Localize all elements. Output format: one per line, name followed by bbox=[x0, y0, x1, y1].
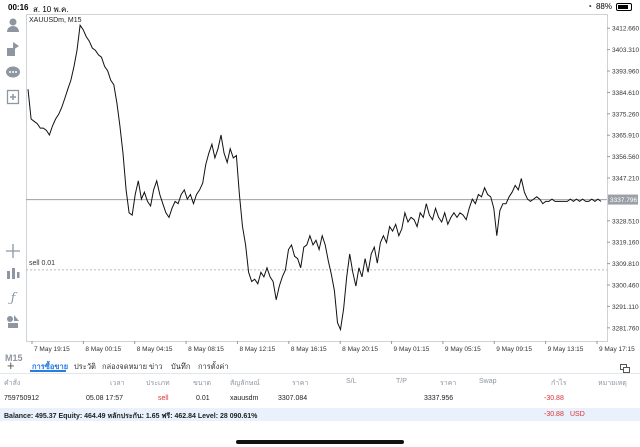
tab-journal[interactable]: บันทึก bbox=[171, 362, 191, 371]
col-order: คำสั่ง bbox=[4, 380, 21, 387]
battery-icon bbox=[616, 2, 632, 11]
orders-table-header: คำสั่ง เวลา ประเภท ขนาด สัญลักษณ์ ราคา S… bbox=[0, 376, 640, 388]
order-time: 05.08 17:57 bbox=[86, 395, 123, 402]
col-type: ประเภท bbox=[146, 380, 170, 387]
y-tick-label: 3412.660 bbox=[612, 26, 639, 33]
active-tab-indicator bbox=[30, 370, 66, 372]
tab-history[interactable]: ประวัติ bbox=[74, 362, 96, 371]
window-icon[interactable] bbox=[620, 360, 630, 373]
order-profit: -30.88 bbox=[544, 395, 564, 402]
crosshair-icon[interactable] bbox=[4, 242, 22, 260]
tab-inbox[interactable]: กล่องจดหมาย bbox=[102, 362, 148, 371]
x-tick-label: 8 May 12:15 bbox=[239, 346, 275, 353]
status-bar: 00:16 ส. 10 พ.ค. ◔ 88% bbox=[0, 0, 640, 14]
tab-trade[interactable]: การซื้อขาย bbox=[32, 362, 69, 371]
y-tick-label: 3300.460 bbox=[612, 283, 639, 290]
function-icon[interactable]: ƒ bbox=[10, 290, 16, 306]
timeframe-label[interactable]: M15 bbox=[5, 353, 23, 363]
x-tick-label: 7 May 19:15 bbox=[34, 346, 70, 353]
wifi-icon: ◔ bbox=[587, 2, 592, 11]
order-type: sell bbox=[158, 395, 169, 402]
col-symbol: สัญลักษณ์ bbox=[230, 380, 260, 387]
col-tp: T/P bbox=[396, 378, 407, 385]
current-price-box bbox=[608, 194, 638, 205]
plot-frame bbox=[26, 14, 608, 342]
x-tick-label: 8 May 04:15 bbox=[137, 346, 173, 353]
status-time: 00:16 bbox=[8, 3, 29, 12]
y-tick-label: 3403.310 bbox=[612, 47, 639, 54]
y-tick-label: 3328.510 bbox=[612, 218, 639, 225]
col-swap: Swap bbox=[479, 378, 497, 385]
order-row[interactable]: 759750912 05.08 17:57 sell 0.01 xauusdm … bbox=[0, 393, 640, 405]
col-time: เวลา bbox=[110, 380, 125, 387]
balance-profit: -30.88 bbox=[544, 411, 564, 418]
y-tick-label: 3365.910 bbox=[612, 133, 639, 140]
x-tick-label: 8 May 08:15 bbox=[188, 346, 224, 353]
col-profit: กำไร bbox=[551, 380, 567, 387]
add-page-icon[interactable] bbox=[4, 88, 22, 106]
x-tick-label: 9 May 09:15 bbox=[496, 346, 532, 353]
y-tick-label: 3319.160 bbox=[612, 240, 639, 247]
x-tick-label: 9 May 01:15 bbox=[394, 346, 430, 353]
status-date: ส. 10 พ.ค. bbox=[33, 5, 69, 14]
sell-line-label: sell 0.01 bbox=[29, 260, 56, 267]
current-price-label: 3337.796 bbox=[610, 197, 637, 204]
battery-percent: 88% bbox=[595, 2, 612, 11]
order-current-price: 3337.956 bbox=[424, 395, 454, 402]
y-tick-label: 3347.210 bbox=[612, 176, 639, 183]
price-series-line bbox=[27, 23, 602, 332]
tab-settings[interactable]: การตั้งค่า bbox=[198, 362, 229, 371]
objects-icon[interactable] bbox=[4, 312, 22, 330]
balance-currency: USD bbox=[570, 411, 585, 418]
col-comment: หมายเหตุ bbox=[598, 380, 627, 387]
x-tick-label: 8 May 20:15 bbox=[342, 346, 378, 353]
login-icon[interactable] bbox=[4, 40, 22, 58]
order-symbol: xauusdm bbox=[230, 395, 259, 402]
y-tick-label: 3356.560 bbox=[612, 154, 639, 161]
price-chart[interactable]: 3412.660 3403.310 3393.960 3384.610 3375.260… bbox=[26, 14, 640, 356]
col-current-price: ราคา bbox=[440, 380, 457, 387]
y-tick-label: 3393.960 bbox=[612, 69, 639, 76]
chart-svg: 3412.660 3403.310 3393.960 3384.610 3375.260… bbox=[26, 14, 639, 353]
x-tick-label: 8 May 00:15 bbox=[85, 346, 121, 353]
chart-symbol: XAUUSDm, M15 bbox=[29, 17, 82, 24]
order-volume: 0.01 bbox=[196, 395, 210, 402]
y-tick-label: 3281.760 bbox=[612, 325, 639, 332]
plus-icon[interactable]: + bbox=[7, 358, 15, 373]
order-price: 3307.084 bbox=[278, 395, 308, 402]
col-volume: ขนาด bbox=[193, 380, 212, 387]
bottom-tabbar: + การซื้อขาย ประวัติ กล่องจดหมาย ข่าว บั… bbox=[0, 357, 640, 374]
tab-news[interactable]: ข่าว bbox=[149, 362, 163, 371]
indicators-icon[interactable] bbox=[4, 265, 22, 283]
order-id: 759750912 bbox=[4, 395, 40, 402]
y-tick-label: 3384.610 bbox=[612, 90, 639, 97]
y-tick-label: 3375.260 bbox=[612, 111, 639, 118]
y-tick-label: 3309.810 bbox=[612, 261, 639, 268]
x-tick-label: 9 May 05:15 bbox=[445, 346, 481, 353]
x-tick-label: 9 May 13:15 bbox=[548, 346, 584, 353]
balance-summary: Balance: 495.37 Equity: 464.49 หลักประกั… bbox=[4, 413, 258, 420]
x-tick-label: 9 May 17:15 bbox=[599, 346, 635, 353]
status-right: ◔ 88% bbox=[587, 2, 632, 11]
chat-icon[interactable] bbox=[4, 64, 22, 82]
balance-bar: Balance: 495.37 Equity: 464.49 หลักประกั… bbox=[0, 408, 640, 421]
user-icon[interactable] bbox=[4, 16, 22, 34]
left-toolbar: ƒ M15 bbox=[0, 14, 26, 363]
y-tick-label: 3291.110 bbox=[612, 304, 639, 311]
col-sl: S/L bbox=[346, 378, 357, 385]
x-tick-label: 8 May 16:15 bbox=[291, 346, 327, 353]
home-indicator bbox=[236, 440, 404, 444]
col-price: ราคา bbox=[292, 380, 309, 387]
